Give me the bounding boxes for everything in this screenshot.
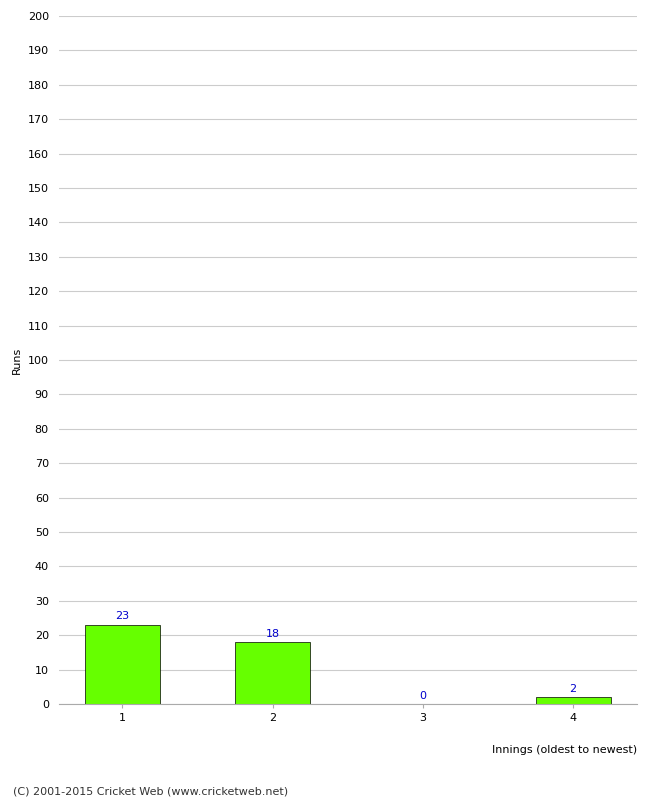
Bar <box>536 697 611 704</box>
X-axis label: Innings (oldest to newest): Innings (oldest to newest) <box>492 746 637 755</box>
Text: (C) 2001-2015 Cricket Web (www.cricketweb.net): (C) 2001-2015 Cricket Web (www.cricketwe… <box>13 786 288 796</box>
Y-axis label: Runs: Runs <box>12 346 22 374</box>
Text: 18: 18 <box>266 629 280 638</box>
Text: 0: 0 <box>419 690 426 701</box>
Text: 23: 23 <box>115 611 129 622</box>
Bar <box>84 625 160 704</box>
Bar <box>235 642 310 704</box>
Text: 2: 2 <box>569 684 577 694</box>
